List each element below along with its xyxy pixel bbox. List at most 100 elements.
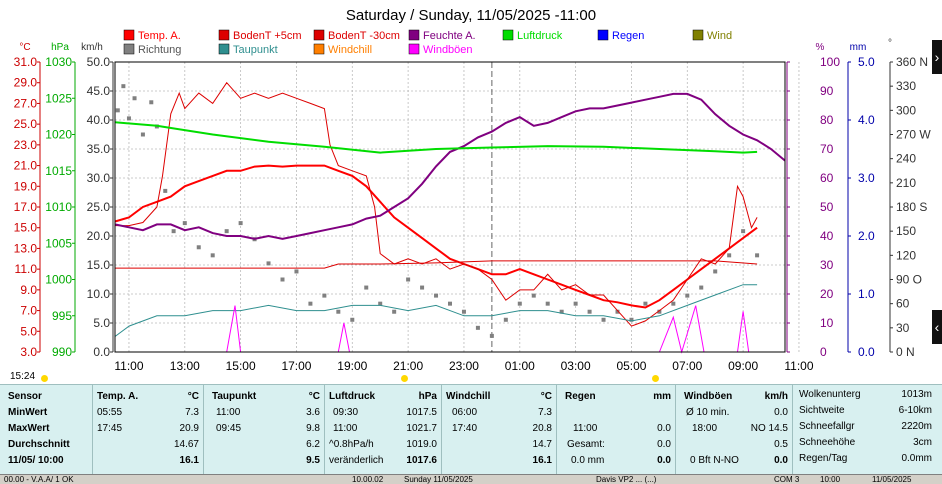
sensor-column: Sensor MinWert MaxWert Durchschnitt 11/0… <box>0 385 93 475</box>
pressure-tick-label: 1020 <box>45 128 72 142</box>
legend-swatch <box>313 43 325 55</box>
chill-column: Windchill °C 06:00 7.3 17:40 20.8 14.7 16.1 <box>442 385 557 475</box>
temp-avg: 14.67 <box>173 439 199 450</box>
rain-unit: mm <box>653 391 671 402</box>
direction-point <box>364 285 369 290</box>
pressure-trend: ^0.8hPa/h <box>329 439 374 450</box>
status-port: COM 3 <box>774 475 800 484</box>
temp-tick-label: 11.0 <box>15 262 38 276</box>
legend-label: BodenT +5cm <box>233 30 302 42</box>
humidity-tick-label: 40 <box>820 229 834 243</box>
direction-point <box>266 261 271 266</box>
direction-point <box>601 317 606 322</box>
temp-now: 16.1 <box>179 455 199 466</box>
direction-tick-label: 150 <box>896 224 916 238</box>
pressure-title: Luftdruck <box>329 391 376 402</box>
direction-point <box>559 309 564 314</box>
legend-swatch <box>313 29 325 41</box>
direction-tick-label: 240 <box>896 152 916 166</box>
temp-tick-label: 13.0 <box>14 241 38 255</box>
misc-value: 6-10km <box>898 405 932 416</box>
direction-tick-label: 30 <box>896 321 910 335</box>
pressure-max-time: 11:00 <box>333 423 358 434</box>
direction-point <box>643 301 648 306</box>
dew-unit: °C <box>308 391 320 402</box>
legend-swatch <box>692 29 704 41</box>
direction-point <box>224 229 229 234</box>
legend-label: Richtung <box>138 44 181 56</box>
direction-point <box>163 188 168 193</box>
temp-min-time: 05:55 <box>97 407 123 418</box>
humidity-tick-label: 90 <box>820 84 834 98</box>
direction-tick-label: 90 O <box>896 273 922 287</box>
x-tick-label: 19:00 <box>337 359 367 371</box>
misc-label: Wolkenunterg <box>799 389 861 400</box>
direction-point <box>392 309 397 314</box>
legend-label: Windböen <box>423 44 473 56</box>
direction-point <box>657 309 662 314</box>
humidity-tick-label: 30 <box>820 258 834 272</box>
status-time: 10:00 <box>820 475 841 484</box>
humidity-tick-label: 80 <box>820 113 834 127</box>
time-bar: 15:24 <box>0 371 942 384</box>
next-arrow-icon[interactable]: › <box>932 40 942 74</box>
legend-swatch <box>123 29 135 41</box>
status-mid2: Sunday 11/05/2025 <box>404 475 473 484</box>
gust-unit: km/h <box>764 391 788 402</box>
gust-column: Windböen km/h Ø 10 min. 0.0 18:00 NO 14.5 0… <box>676 385 793 475</box>
rain-max: 0.0 <box>657 423 671 434</box>
x-tick-label: 03:00 <box>561 359 591 371</box>
temp-title: Temp. A. <box>97 391 139 402</box>
status-left: 00.00 - V.A.A/ 1 OK <box>4 475 74 484</box>
humidity-tick-label: 0 <box>820 345 827 359</box>
pressure-min: 1017.5 <box>406 407 437 418</box>
direction-tick-label: 360 N <box>896 55 928 69</box>
series-line <box>115 81 758 327</box>
misc-value: 0.0mm <box>901 453 932 464</box>
direction-tick-label: 120 <box>896 248 916 262</box>
pressure-column: Luftdruck hPa 09:30 1017.5 11:00 1021.7 ^0.… <box>325 385 442 475</box>
legend-label: Wind <box>707 30 732 42</box>
wind-tick-label: 35.0 <box>87 142 111 156</box>
stats-panel: Sensor MinWert MaxWert Durchschnitt 11/0… <box>0 384 942 475</box>
gust-avg: 0.5 <box>774 439 788 450</box>
pressure-tick-label: 1015 <box>45 164 72 178</box>
chill-avg: 14.7 <box>532 439 552 450</box>
direction-point <box>238 221 243 226</box>
x-tick-label: 09:00 <box>728 359 758 371</box>
temp-tick-label: 7.0 <box>20 304 37 318</box>
wind-tick-label: 0.0 <box>93 345 110 359</box>
direction-point <box>140 132 145 137</box>
wind-tick-label: 20.0 <box>87 229 111 243</box>
dew-title: Taupunkt <box>212 391 257 402</box>
dew-now: 9.5 <box>306 455 320 466</box>
x-tick-label: 23:00 <box>449 359 479 371</box>
wind-tick-label: 25.0 <box>87 200 111 214</box>
max-label: MaxWert <box>8 423 50 434</box>
pressure-tick-label: 1000 <box>45 273 72 287</box>
rain-now-label: 0.0 mm <box>571 455 605 466</box>
temp-tick-label: 15.0 <box>14 221 38 235</box>
status-date: 11/05/2025 <box>872 475 912 484</box>
chill-now: 16.1 <box>532 455 552 466</box>
wind-tick-label: 40.0 <box>87 113 111 127</box>
status-bar: 00.00 - V.A.A/ 1 OK 10.00.02 Sunday 11/0… <box>0 474 942 484</box>
pressure-forecast: veränderlich <box>329 455 384 466</box>
pressure-tick-label: 1025 <box>45 91 72 105</box>
wind-tick-label: 15.0 <box>87 258 111 272</box>
direction-point <box>171 229 176 234</box>
weather-chart: Saturday / Sunday, 11/05/2025 -11:00 Temp… <box>14 7 932 371</box>
direction-tick-label: 60 <box>896 297 910 311</box>
chill-unit: °C <box>540 391 552 402</box>
rain-total-label: Gesamt: <box>567 439 605 450</box>
direction-tick-label: 210 <box>896 176 916 190</box>
misc-column: Wolkenunterg 1013m Sichtweite 6-10km Schne… <box>793 385 942 475</box>
pressure-tick-label: 990 <box>52 345 72 359</box>
direction-tick-label: 270 W <box>896 128 931 142</box>
prev-arrow-icon[interactable]: ‹ <box>932 310 942 344</box>
direction-point <box>448 301 452 306</box>
direction-point <box>517 301 522 306</box>
direction-point <box>182 221 187 226</box>
humidity-tick-label: 70 <box>820 142 834 156</box>
direction-point <box>685 293 690 298</box>
